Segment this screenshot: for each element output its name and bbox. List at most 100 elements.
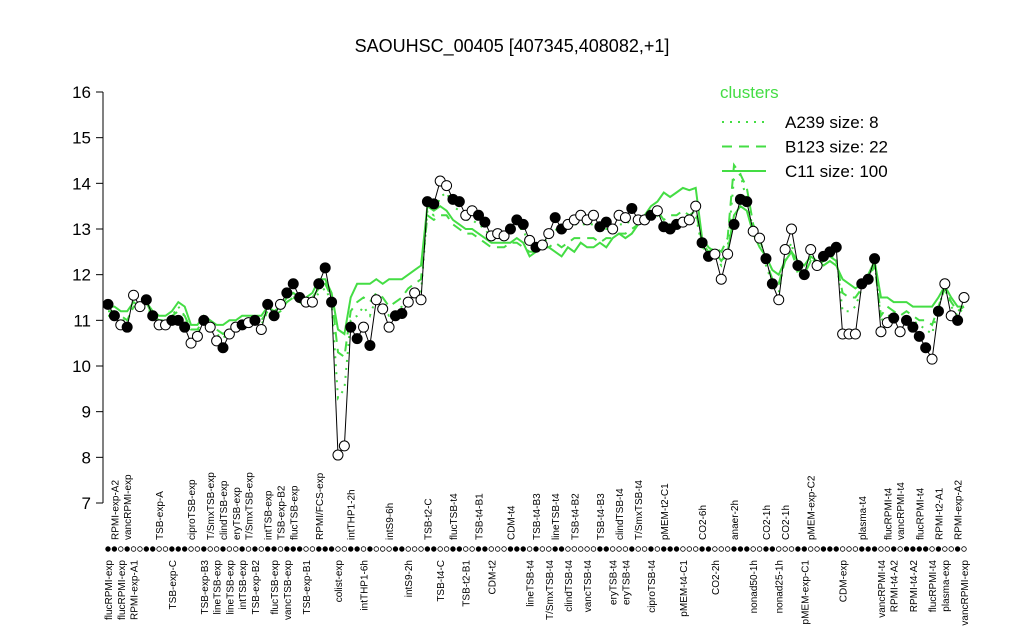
x-tick-label: TSB-t4-C [436, 560, 447, 602]
y-tick-label: 14 [72, 174, 91, 193]
data-point [607, 223, 619, 235]
x-tick-label: CO2-1h [781, 505, 792, 540]
x-tick-label: TSB-t2-B1 [462, 560, 473, 607]
data-point [901, 314, 913, 326]
sample-dot [942, 546, 948, 552]
sample-dot [169, 546, 175, 552]
sample-dot [207, 546, 213, 552]
x-tick-label: CDM-t4 [506, 505, 517, 540]
sample-dot [603, 546, 609, 552]
data-point [147, 310, 159, 322]
sample-dot [833, 546, 839, 552]
sample-dot [616, 546, 622, 552]
legend-label: B123 size: 22 [785, 138, 888, 157]
data-point [441, 180, 453, 192]
sample-dot [795, 546, 801, 552]
sample-dot [188, 546, 194, 552]
data-point [498, 230, 510, 242]
sample-dot [105, 546, 111, 552]
sample-dot [443, 546, 450, 552]
data-point [274, 298, 286, 310]
data-point [875, 326, 887, 338]
x-tick-label: flucRPMI-t4 [928, 560, 939, 613]
x-tick-label: clindTSB-exp [219, 480, 230, 540]
sample-dot [431, 546, 437, 552]
sample-dot [437, 546, 443, 552]
data-point [907, 321, 919, 333]
sample-dot [807, 546, 814, 552]
sample-dot [137, 546, 143, 552]
x-tick-label: TSB-t4-B2 [570, 493, 581, 540]
data-point [383, 321, 395, 333]
sample-dot [846, 546, 852, 552]
x-tick-label: vancTSB-t4 [583, 560, 594, 613]
sample-dot [948, 546, 954, 552]
y-tick-label: 8 [82, 448, 91, 467]
sample-dot [935, 546, 942, 552]
data-point [504, 223, 516, 235]
data-point [370, 294, 382, 306]
x-tick-label: lineTSB-exp [225, 560, 236, 615]
data-point [102, 298, 114, 310]
sample-dot [929, 546, 935, 552]
x-tick-label: vancRPMI-t4 [877, 560, 888, 618]
data-point [958, 292, 970, 303]
sample-dot [609, 546, 616, 552]
sample-dot [335, 546, 341, 552]
sample-dot [482, 546, 488, 552]
sample-dot [475, 546, 482, 552]
sample-dot [233, 546, 239, 552]
x-tick-label: T/SmxTSB-t4 [634, 480, 645, 540]
data-point [741, 196, 753, 208]
data-point [786, 223, 798, 235]
data-point [543, 228, 555, 240]
x-tick-label: pMEM-t2-C1 [660, 483, 671, 540]
data-point [473, 209, 485, 221]
x-tick-label: TSB-exp-B1 [302, 560, 313, 615]
x-tick-label: clindTSB-t4 [615, 488, 626, 540]
x-tick-label: TSB-t4-B3 [596, 493, 607, 540]
data-point [185, 337, 197, 349]
sample-dot [194, 546, 201, 552]
data-point [338, 440, 350, 452]
sample-dot [622, 546, 629, 552]
chart-title: SAOUHSC_00405 [407345,408082,+1] [355, 36, 670, 57]
sample-dot [265, 546, 271, 552]
x-tick-label: lineTSB-exp [213, 560, 224, 615]
sample-dot [673, 546, 680, 552]
data-point [888, 312, 900, 324]
data-point [287, 278, 299, 290]
data-point [249, 314, 261, 326]
sample-dot [354, 546, 360, 552]
data-point [262, 298, 274, 310]
legend-label: C11 size: 100 [785, 162, 888, 181]
sample-dot [488, 546, 494, 552]
sample-dot [884, 546, 891, 552]
sample-dot [539, 546, 546, 552]
sample-dot [641, 546, 648, 552]
x-tick-label: vancRPMI-t4 [896, 482, 907, 540]
sample-dot [852, 546, 859, 552]
sample-dot [661, 546, 667, 552]
data-point [108, 310, 120, 322]
x-tick-label: intTSB-exp [238, 560, 249, 610]
data-point [939, 278, 951, 290]
data-point [268, 310, 280, 322]
data-point [281, 287, 293, 299]
sample-dot [916, 546, 922, 552]
data-point [179, 321, 191, 333]
data-point [453, 196, 465, 208]
data-point [913, 330, 925, 342]
x-tick-label: flucRPMI-exp [104, 560, 115, 620]
sample-dot [635, 546, 641, 552]
data-point [517, 218, 529, 230]
sample-dot [373, 546, 379, 552]
sample-dot [252, 546, 258, 552]
data-point [766, 278, 778, 290]
sample-dot [118, 546, 124, 552]
x-tick-label: lineTSB-t4 [526, 560, 537, 607]
sample-dot [590, 546, 597, 552]
sample-dot [891, 546, 897, 552]
sample-dot [776, 546, 782, 552]
sample-dot [654, 546, 661, 552]
